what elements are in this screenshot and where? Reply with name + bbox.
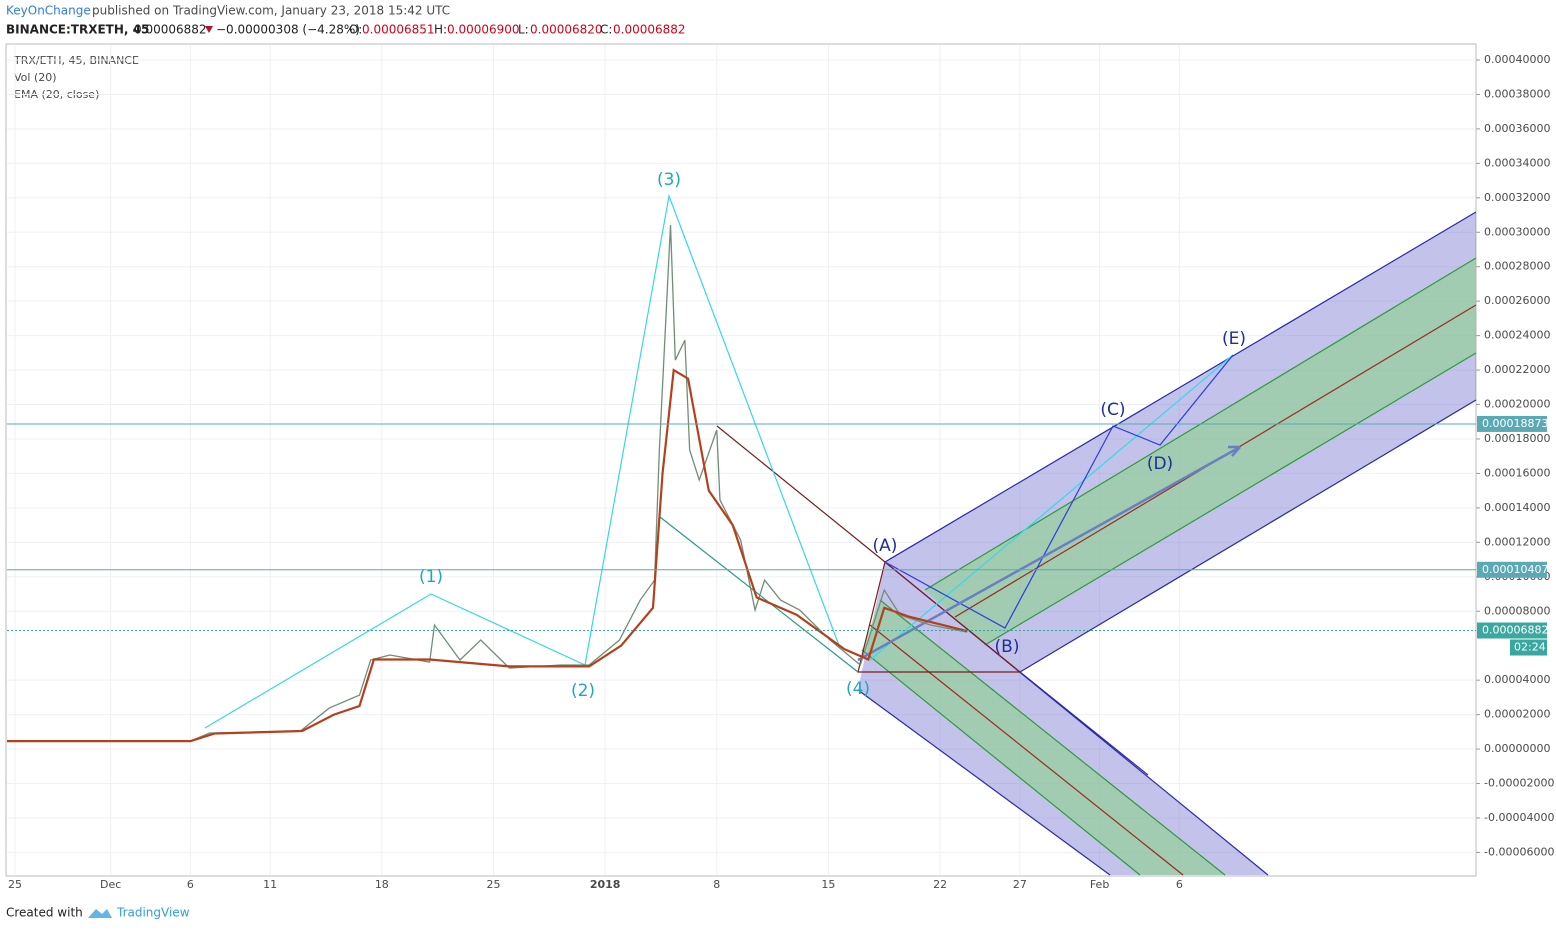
wave-label: (1) — [419, 567, 443, 587]
x-tick-label: 22 — [933, 878, 947, 891]
wave-label: (2) — [571, 681, 595, 701]
y-tick-label: 0.00036000 — [1484, 122, 1550, 135]
l-label: L: — [518, 23, 529, 37]
y-tick-label: 0.00016000 — [1484, 466, 1550, 479]
wave-label: (A) — [873, 536, 898, 556]
tv-logo — [88, 909, 112, 918]
x-tick-label: 25 — [8, 878, 22, 891]
y-tick-label: 0.00038000 — [1484, 87, 1550, 100]
countdown: 02:24 — [1514, 641, 1546, 654]
price-tag-label: 0.00006882 — [1482, 624, 1548, 637]
price-tag-label: 0.00018873 — [1482, 417, 1548, 430]
legend-item: TRX/ETH, 45, BINANCE — [13, 54, 139, 67]
close: 0.00006882 — [613, 23, 686, 37]
footer-brand[interactable]: TradingView — [116, 906, 190, 920]
price-tag — [1477, 561, 1547, 578]
x-tick-label: Dec — [100, 878, 121, 891]
x-tick-label: 18 — [375, 878, 389, 891]
countdown-tag — [1510, 639, 1547, 656]
legend-item: Vol (20) — [14, 71, 57, 84]
wave-label: (4) — [846, 679, 870, 699]
y-tick-label: 0.00000000 — [1484, 742, 1550, 755]
h-label: H: — [434, 23, 447, 37]
y-tick-label: 0.00008000 — [1484, 604, 1550, 617]
x-tick-label: 11 — [263, 878, 277, 891]
x-tick-label: 6 — [1176, 878, 1183, 891]
last: 0.00006882 — [134, 23, 207, 37]
down-arrow — [205, 26, 213, 33]
y-tick-label: -0.00002000 — [1484, 777, 1554, 790]
c-label: C: — [600, 23, 612, 37]
plot-frame — [5, 43, 1477, 877]
y-tick-label: 0.00024000 — [1484, 329, 1550, 342]
author[interactable]: KeyOnChange — [6, 4, 91, 18]
symbol: BINANCE:TRXETH, 45 — [6, 23, 149, 37]
y-tick-label: -0.00006000 — [1484, 845, 1554, 858]
x-tick-label: 25 — [486, 878, 500, 891]
drawings — [204, 193, 1477, 876]
price-tag-label: 0.00010407 — [1482, 563, 1548, 576]
high: 0.00006900 — [447, 23, 520, 37]
open: 0.00006851 — [362, 23, 435, 37]
y-tick-label: 0.00026000 — [1484, 294, 1550, 307]
change: −0.00000308 (−4.28%) — [216, 23, 360, 37]
y-tick-label: 0.00022000 — [1484, 363, 1550, 376]
y-tick-label: 0.00034000 — [1484, 156, 1550, 169]
y-tick-label: 0.00030000 — [1484, 225, 1550, 238]
y-tick-label: 0.00028000 — [1484, 260, 1550, 273]
wave-label: (D) — [1147, 454, 1173, 474]
wave-label: (B) — [995, 637, 1020, 657]
x-tick-label: 2018 — [590, 878, 621, 891]
footer-created: Created with — [6, 906, 83, 920]
low: 0.00006820 — [530, 23, 603, 37]
wave-label: (3) — [657, 170, 681, 190]
y-tick-label: 0.00018000 — [1484, 432, 1550, 445]
x-tick-label: Feb — [1090, 878, 1109, 891]
x-tick-label: 8 — [713, 878, 720, 891]
y-tick-label: 0.00014000 — [1484, 501, 1550, 514]
wave-label: (C) — [1100, 400, 1125, 420]
y-tick-label: 0.00004000 — [1484, 673, 1550, 686]
published: published on TradingView.com, January 23… — [92, 4, 450, 18]
o-label: O: — [349, 23, 362, 37]
y-tick-label: 0.00032000 — [1484, 191, 1550, 204]
x-tick-label: 6 — [187, 878, 194, 891]
price-tag — [1477, 415, 1547, 432]
wave-label: (E) — [1222, 329, 1246, 349]
x-tick-label: 15 — [821, 878, 835, 891]
price-line — [7, 368, 968, 743]
y-tick-label: 0.00020000 — [1484, 398, 1550, 411]
y-tick-label: 0.00002000 — [1484, 708, 1550, 721]
x-tick-label: 27 — [1013, 878, 1027, 891]
y-tick-label: 0.00012000 — [1484, 535, 1550, 548]
y-tick-label: 0.00040000 — [1484, 53, 1550, 66]
price-tag — [1477, 622, 1547, 639]
y-tick-label: -0.00004000 — [1484, 811, 1554, 824]
